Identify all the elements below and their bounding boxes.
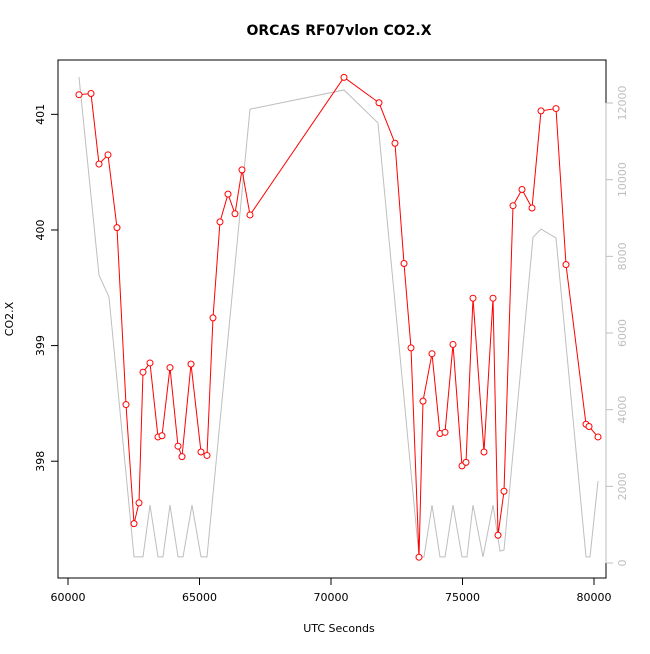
data-point <box>340 73 348 81</box>
data-point <box>585 423 593 431</box>
data-point <box>139 368 147 376</box>
data-point <box>509 202 517 210</box>
data-point <box>122 401 130 409</box>
data-point <box>135 499 143 507</box>
y2-tick-label: 4000 <box>616 396 629 424</box>
data-point <box>494 531 502 539</box>
data-point <box>238 166 246 174</box>
data-point <box>75 91 83 99</box>
y-tick-label: 398 <box>34 451 47 472</box>
data-point <box>449 340 457 348</box>
y2-tick-label: 10000 <box>616 162 629 197</box>
y2-tick-label: 12000 <box>616 86 629 121</box>
data-point <box>594 433 602 441</box>
data-point <box>224 190 232 198</box>
data-point <box>518 186 526 193</box>
y2-tick-label: 6000 <box>616 319 629 347</box>
x-axis-label: UTC Seconds <box>303 622 375 635</box>
data-point <box>375 99 383 107</box>
data-point <box>480 448 488 456</box>
y-tick-label: 399 <box>34 335 47 356</box>
data-point <box>209 314 217 322</box>
y2-tick-label: 8000 <box>616 242 629 270</box>
y2-tick-label: 2000 <box>616 472 629 500</box>
x-tick-label: 80000 <box>577 591 612 604</box>
data-point <box>130 520 138 528</box>
data-point <box>104 151 112 159</box>
data-point <box>146 359 154 367</box>
data-point <box>469 294 477 302</box>
y-axis-label: CO2.X <box>3 301 16 336</box>
data-point <box>231 210 239 218</box>
data-point <box>528 204 536 212</box>
x-tick-label: 60000 <box>50 591 85 604</box>
data-point <box>441 428 449 436</box>
data-point <box>552 105 560 113</box>
data-point <box>197 448 205 456</box>
y-tick-label: 400 <box>34 219 47 240</box>
data-point <box>95 160 103 168</box>
x-tick-label: 65000 <box>182 591 217 604</box>
data-point <box>178 453 186 461</box>
x-tick-label: 70000 <box>314 591 349 604</box>
data-point <box>203 451 211 459</box>
data-point <box>562 261 570 269</box>
data-point <box>166 364 174 372</box>
data-point <box>246 211 254 219</box>
data-point <box>500 487 508 495</box>
data-point <box>537 107 545 115</box>
data-point <box>113 224 121 232</box>
data-point <box>462 458 470 466</box>
data-point <box>415 553 423 561</box>
data-point <box>419 397 427 405</box>
data-point <box>391 139 399 147</box>
data-point <box>407 344 415 352</box>
data-point <box>174 442 182 450</box>
data-point <box>187 360 195 368</box>
data-point <box>489 294 497 302</box>
data-point <box>158 432 166 440</box>
data-point <box>400 260 408 267</box>
data-point <box>216 218 224 226</box>
data-point <box>428 350 436 358</box>
y-tick-label: 401 <box>34 104 47 125</box>
chart-title: ORCAS RF07vlon CO2.X <box>247 23 432 39</box>
data-point <box>87 90 95 98</box>
x-tick-label: 75000 <box>445 591 480 604</box>
y2-tick-label: 0 <box>616 560 629 567</box>
